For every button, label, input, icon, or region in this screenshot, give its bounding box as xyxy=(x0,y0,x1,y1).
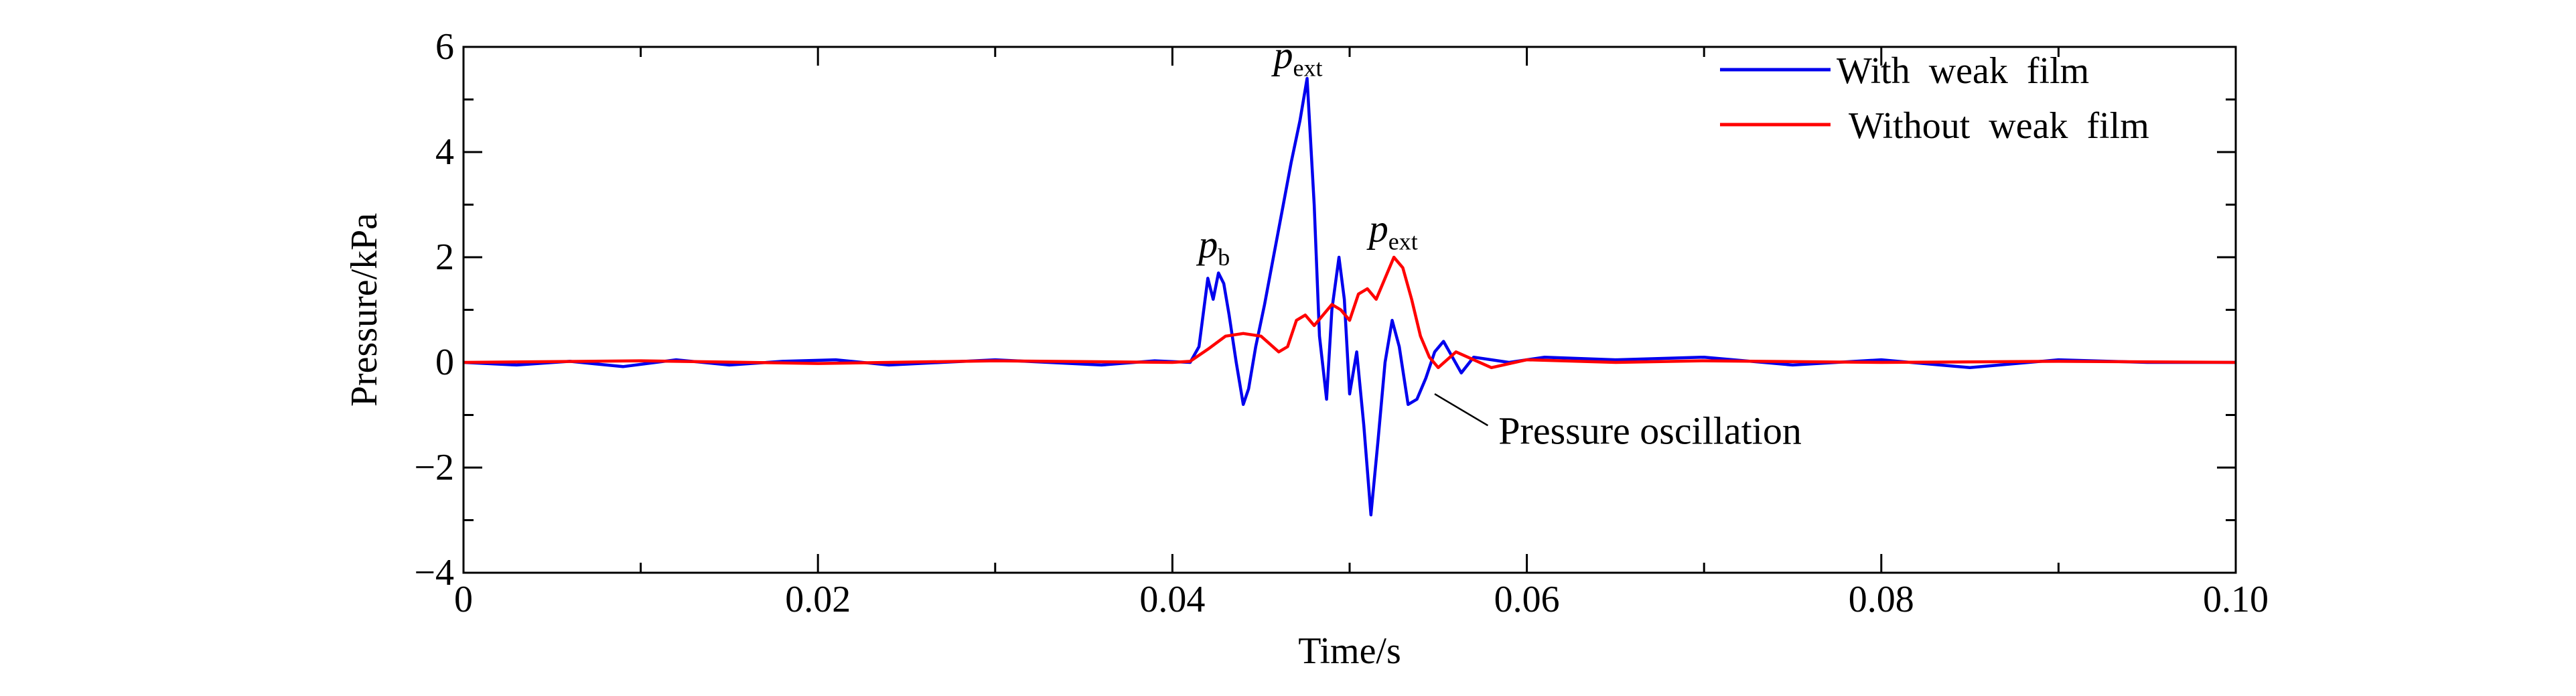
x-axis-title: Time/s xyxy=(1298,630,1401,672)
x-tick-label: 0.04 xyxy=(1139,579,1205,620)
y-tick-label: 6 xyxy=(435,26,454,68)
y-axis-title: Pressure/kPa xyxy=(344,213,385,407)
legend: With weak film Without weak film xyxy=(1720,50,2149,147)
annotation-pext-red: pext xyxy=(1366,206,1418,255)
plot-frame xyxy=(462,46,2237,574)
x-tick-label: 0.10 xyxy=(2203,579,2269,620)
annotation-pext-blue: pext xyxy=(1271,33,1323,81)
annotation-pb: pb xyxy=(1196,222,1230,271)
annotations: pb pext pext Pressure oscillation xyxy=(1196,33,1802,452)
y-tick-label: 0 xyxy=(435,342,454,383)
legend-label-without-weak-film: Without weak film xyxy=(1849,105,2149,147)
x-tick-label: 0 xyxy=(454,579,473,620)
x-tick-label: 0.02 xyxy=(785,579,851,620)
annotation-leader-line xyxy=(1434,393,1489,427)
x-tick-label: 0.08 xyxy=(1849,579,1914,620)
series-layer xyxy=(463,76,2236,516)
annotation-pressure-oscillation: Pressure oscillation xyxy=(1498,409,1802,453)
y-tick-label: −4 xyxy=(414,552,454,594)
tick-labels: 0 0.02 0.04 0.06 0.08 0.10 −4 −2 0 2 4 6 xyxy=(414,26,2269,620)
legend-label-with-weak-film: With weak film xyxy=(1837,50,2089,92)
y-tick-label: −2 xyxy=(414,447,454,488)
y-tick-label: 2 xyxy=(435,236,454,278)
x-tick-label: 0.06 xyxy=(1494,579,1560,620)
series-without-weak-film xyxy=(463,255,2236,370)
y-tick-label: 4 xyxy=(435,131,454,173)
